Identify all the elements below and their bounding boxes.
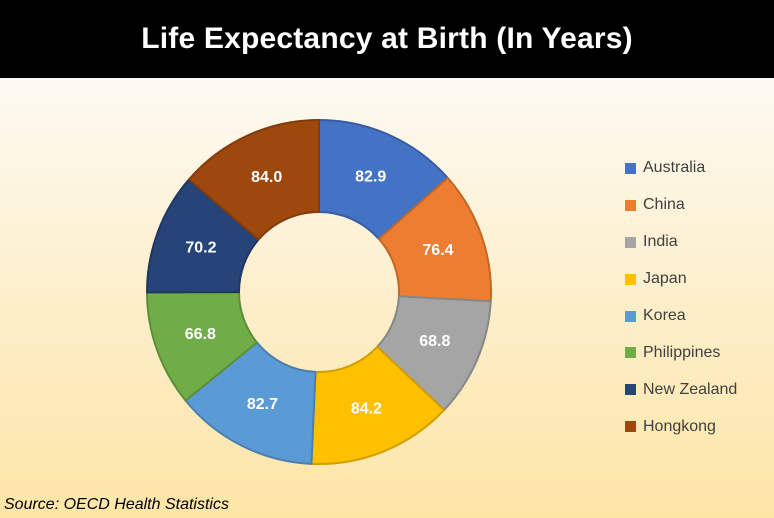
title-bar: Life Expectancy at Birth (In Years) [0, 0, 774, 78]
donut-chart: 82.9 76.4 68.8 84.2 82.7 66.8 70.2 84.0 [145, 119, 492, 465]
plot-area: 82.9 76.4 68.8 84.2 82.7 66.8 70.2 84.0 Austral… [0, 78, 774, 518]
legend-item-japan: Japan [625, 261, 737, 298]
legend-item-china: China [625, 187, 737, 224]
legend-item-korea: Korea [625, 298, 737, 335]
legend-swatch [625, 421, 636, 433]
legend-swatch [625, 199, 636, 211]
data-label-india: 68.8 [419, 333, 450, 350]
legend-item-philippines: Philippines [625, 334, 737, 371]
legend-item-hongkong: Hongkong [625, 408, 737, 445]
legend-swatch [625, 236, 636, 248]
data-label-japan: 84.2 [351, 400, 382, 417]
legend-label: Philippines [643, 343, 721, 361]
chart-title: Life Expectancy at Birth (In Years) [141, 22, 633, 55]
data-label-australia: 82.9 [355, 169, 386, 186]
legend-swatch [625, 162, 636, 174]
legend: Australia China India Japan Korea Philippines… [625, 150, 737, 445]
legend-item-new-zealand: New Zealand [625, 371, 737, 408]
legend-label: New Zealand [643, 380, 738, 398]
slice-hongkong [188, 119, 320, 241]
legend-swatch [625, 310, 636, 322]
data-label-philippines: 66.8 [185, 326, 216, 343]
legend-label: China [643, 196, 685, 214]
legend-label: Hongkong [643, 417, 716, 435]
legend-swatch [625, 273, 636, 285]
legend-label: India [643, 233, 678, 251]
legend-label: Korea [643, 307, 686, 324]
legend-swatch [625, 384, 636, 396]
legend-swatch [625, 347, 636, 359]
legend-label: Australia [643, 159, 706, 177]
source-note: Source: OECD Health Statistics [4, 496, 229, 513]
legend-item-australia: Australia [625, 150, 737, 187]
data-label-korea: 82.7 [247, 396, 278, 413]
data-label-new-zealand: 70.2 [185, 240, 216, 257]
data-label-hongkong: 84.0 [251, 169, 282, 186]
legend-item-india: India [625, 224, 737, 261]
data-label-china: 76.4 [422, 242, 453, 259]
legend-label: Japan [643, 270, 687, 288]
